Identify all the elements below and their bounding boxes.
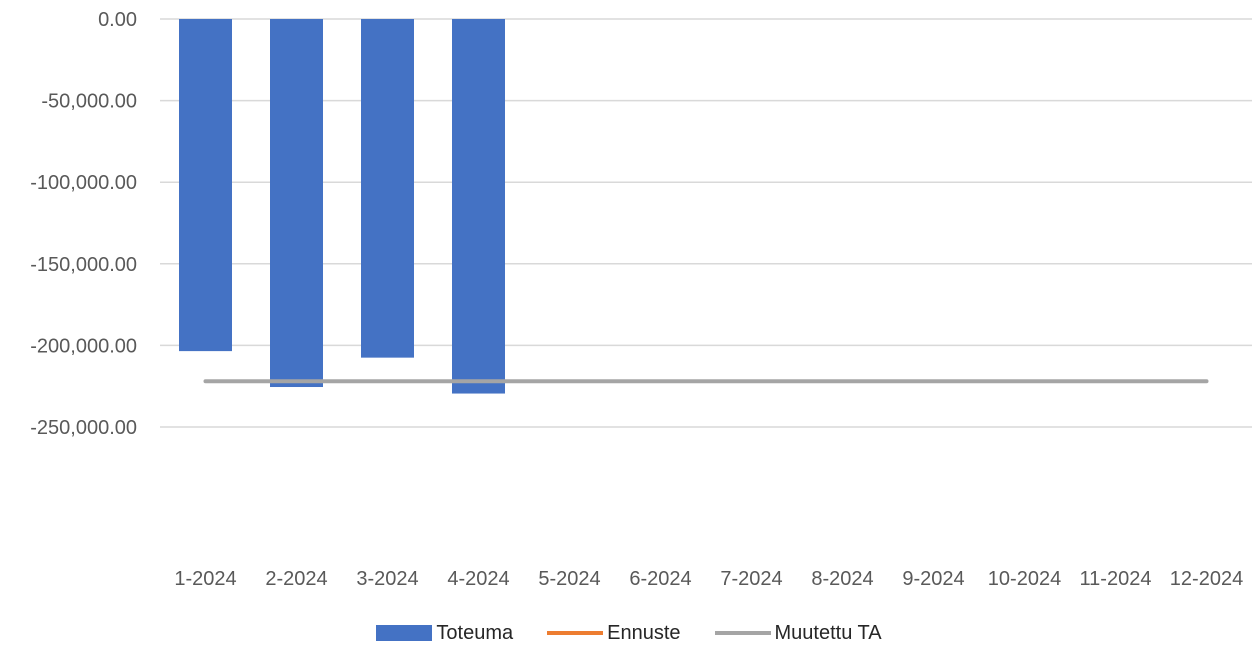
y-tick-label: 0.00 [98,9,137,31]
x-tick-label: 10-2024 [988,568,1061,590]
legend-item-ennuste: Ennuste [547,621,681,645]
y-tick-label: -150,000.00 [30,254,137,276]
legend: Toteuma Ennuste Muutettu TA [0,620,1258,646]
x-tick-label: 6-2024 [629,568,691,590]
x-tick-label: 12-2024 [1170,568,1243,590]
legend-label-muutettu-ta: Muutettu TA [774,621,882,644]
x-tick-label: 4-2024 [447,568,509,590]
x-tick-label: 2-2024 [265,568,327,590]
x-tick-label: 5-2024 [538,568,600,590]
x-tick-label: 8-2024 [811,568,873,590]
legend-item-toteuma: Toteuma [376,622,513,645]
bar [452,19,505,394]
x-tick-label: 7-2024 [720,568,782,590]
legend-item-muutettu-ta: Muutettu TA [714,621,882,645]
x-tick-label: 11-2024 [1080,568,1152,590]
y-tick-label: -100,000.00 [30,172,137,194]
bar [361,19,414,358]
legend-swatch-toteuma [376,625,433,641]
y-tick-label: -250,000.00 [30,417,137,439]
legend-swatch-muutettu-ta [714,631,771,635]
bar [179,19,232,352]
x-tick-label: 3-2024 [356,568,418,590]
x-tick-label: 9-2024 [902,568,964,590]
y-tick-label: -50,000.00 [41,91,137,113]
legend-swatch-ennuste [547,631,604,635]
bar [270,19,323,388]
x-tick-label: 1-2024 [174,568,236,590]
legend-label-toteuma: Toteuma [436,621,514,644]
y-tick-label: -200,000.00 [30,335,137,357]
legend-label-ennuste: Ennuste [607,621,681,644]
